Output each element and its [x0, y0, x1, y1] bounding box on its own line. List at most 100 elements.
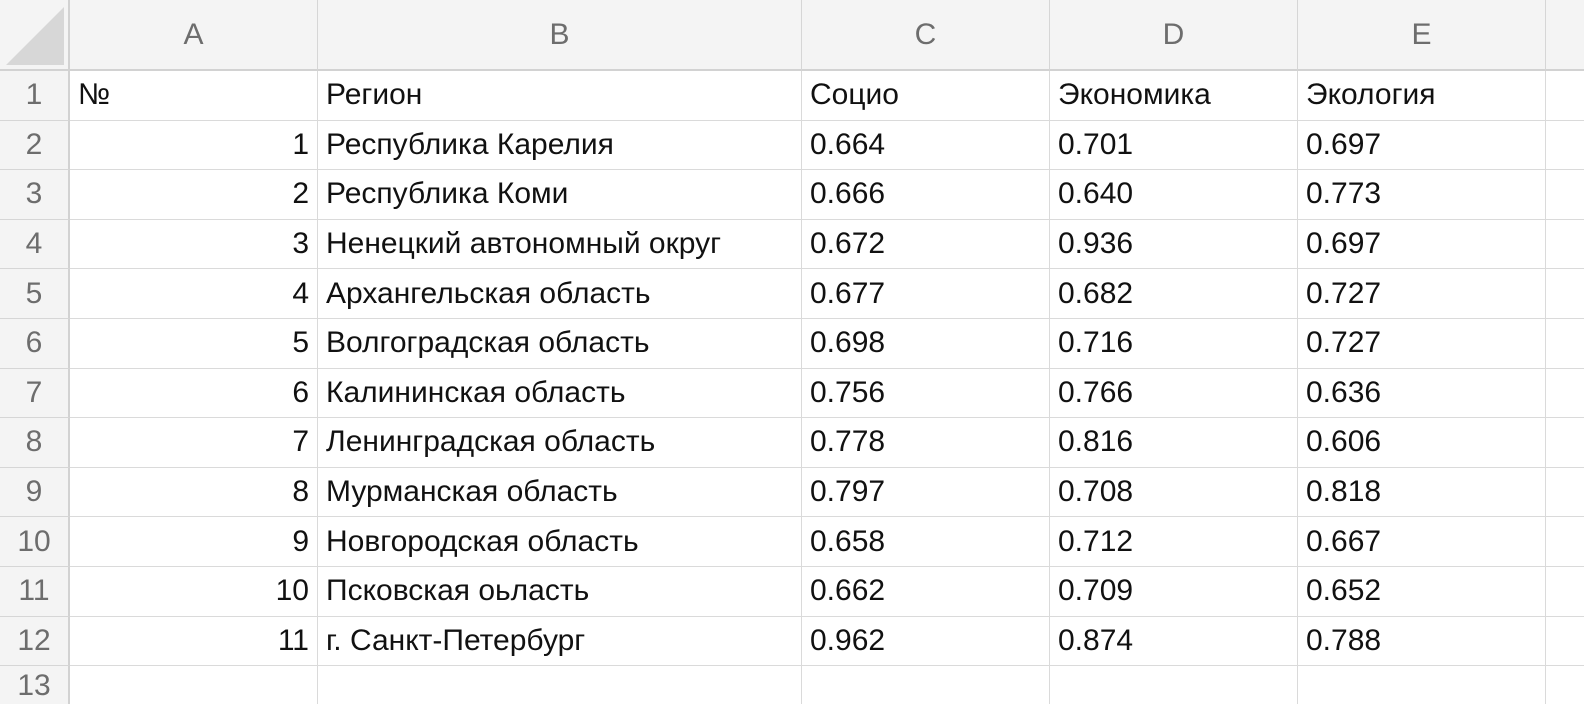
cell-c7[interactable]: 0.756: [802, 368, 1050, 419]
row-header-6[interactable]: 6: [0, 318, 70, 369]
cell-d11[interactable]: 0.709: [1050, 566, 1298, 617]
cell-a10[interactable]: 9: [70, 517, 318, 567]
cell-d13[interactable]: [1050, 666, 1298, 704]
row-header-9[interactable]: 9: [0, 467, 70, 518]
cell-c4[interactable]: 0.672: [802, 219, 1050, 270]
cell-f3[interactable]: [1546, 170, 1584, 220]
cell-d4[interactable]: 0.936: [1050, 219, 1298, 270]
column-header-a[interactable]: A: [70, 0, 318, 71]
row-header-10[interactable]: 10: [0, 517, 70, 567]
cell-b12[interactable]: г. Санкт-Петербург: [318, 616, 802, 667]
row-header-3[interactable]: 3: [0, 170, 70, 220]
cell-b2[interactable]: Республика Карелия: [318, 120, 802, 171]
cell-f9[interactable]: [1546, 468, 1584, 518]
cell-a3[interactable]: 2: [70, 170, 318, 220]
cell-f7[interactable]: [1546, 369, 1584, 419]
cell-e8[interactable]: 0.606: [1298, 418, 1546, 468]
cell-c13[interactable]: [802, 666, 1050, 704]
cell-c11[interactable]: 0.662: [802, 566, 1050, 617]
cell-d3[interactable]: 0.640: [1050, 170, 1298, 220]
cell-f2[interactable]: [1546, 121, 1584, 171]
cell-c3[interactable]: 0.666: [802, 170, 1050, 220]
cell-a11[interactable]: 10: [70, 566, 318, 617]
cell-f10[interactable]: [1546, 517, 1584, 567]
cell-b11[interactable]: Псковская оьласть: [318, 566, 802, 617]
cell-e1[interactable]: Экология: [1298, 71, 1546, 121]
cell-e11[interactable]: 0.652: [1298, 566, 1546, 617]
cell-b9[interactable]: Мурманская область: [318, 467, 802, 518]
cell-a7[interactable]: 6: [70, 368, 318, 419]
cell-f4[interactable]: [1546, 220, 1584, 270]
cell-c12[interactable]: 0.962: [802, 616, 1050, 667]
cell-a13[interactable]: [70, 666, 318, 704]
cell-e12[interactable]: 0.788: [1298, 616, 1546, 667]
cell-d5[interactable]: 0.682: [1050, 269, 1298, 319]
cell-b10[interactable]: Новгородская область: [318, 517, 802, 567]
row-header-5[interactable]: 5: [0, 269, 70, 319]
cell-a4[interactable]: 3: [70, 219, 318, 270]
cell-b4[interactable]: Ненецкий автономный округ: [318, 219, 802, 270]
cell-e5[interactable]: 0.727: [1298, 269, 1546, 319]
select-all-triangle-icon: [6, 7, 64, 65]
row-header-7[interactable]: 7: [0, 368, 70, 419]
row-header-2[interactable]: 2: [0, 120, 70, 171]
cell-b13[interactable]: [318, 666, 802, 704]
cell-e2[interactable]: 0.697: [1298, 120, 1546, 171]
row-header-4[interactable]: 4: [0, 219, 70, 270]
row-header-1[interactable]: 1: [0, 71, 70, 121]
cell-a9[interactable]: 8: [70, 467, 318, 518]
cell-b7[interactable]: Калининская область: [318, 368, 802, 419]
cell-c5[interactable]: 0.677: [802, 269, 1050, 319]
cell-f11[interactable]: [1546, 567, 1584, 617]
cell-d7[interactable]: 0.766: [1050, 368, 1298, 419]
cell-f12[interactable]: [1546, 617, 1584, 667]
cell-a8[interactable]: 7: [70, 418, 318, 468]
cell-f6[interactable]: [1546, 319, 1584, 369]
cell-f8[interactable]: [1546, 418, 1584, 468]
cell-c9[interactable]: 0.797: [802, 467, 1050, 518]
cell-f13[interactable]: [1546, 666, 1584, 704]
column-header-b[interactable]: B: [318, 0, 802, 71]
cell-c8[interactable]: 0.778: [802, 418, 1050, 468]
cell-c6[interactable]: 0.698: [802, 318, 1050, 369]
row-header-12[interactable]: 12: [0, 616, 70, 667]
select-all-corner[interactable]: [0, 0, 70, 71]
cell-a12[interactable]: 11: [70, 616, 318, 667]
cell-b5[interactable]: Архангельская область: [318, 269, 802, 319]
cell-e13[interactable]: [1298, 666, 1546, 704]
cell-c2[interactable]: 0.664: [802, 120, 1050, 171]
cell-d1[interactable]: Экономика: [1050, 71, 1298, 121]
column-header-e[interactable]: E: [1298, 0, 1546, 71]
cell-f5[interactable]: [1546, 269, 1584, 319]
cell-d9[interactable]: 0.708: [1050, 467, 1298, 518]
cell-d2[interactable]: 0.701: [1050, 120, 1298, 171]
cell-a2[interactable]: 1: [70, 120, 318, 171]
cell-c1[interactable]: Социо: [802, 71, 1050, 121]
column-header-c[interactable]: C: [802, 0, 1050, 71]
row-header-11[interactable]: 11: [0, 566, 70, 617]
cell-e3[interactable]: 0.773: [1298, 170, 1546, 220]
cell-d8[interactable]: 0.816: [1050, 418, 1298, 468]
cell-b8[interactable]: Ленинградская область: [318, 418, 802, 468]
cell-d6[interactable]: 0.716: [1050, 318, 1298, 369]
cell-c10[interactable]: 0.658: [802, 517, 1050, 567]
column-header-d[interactable]: D: [1050, 0, 1298, 71]
cell-a1[interactable]: №: [70, 71, 318, 121]
cell-a6[interactable]: 5: [70, 318, 318, 369]
cell-f1[interactable]: [1546, 71, 1584, 121]
cell-b3[interactable]: Республика Коми: [318, 170, 802, 220]
cell-e4[interactable]: 0.697: [1298, 219, 1546, 270]
cell-e7[interactable]: 0.636: [1298, 368, 1546, 419]
cell-e10[interactable]: 0.667: [1298, 517, 1546, 567]
cell-e9[interactable]: 0.818: [1298, 467, 1546, 518]
cell-e6[interactable]: 0.727: [1298, 318, 1546, 369]
row-header-13[interactable]: 13: [0, 666, 70, 704]
cell-d12[interactable]: 0.874: [1050, 616, 1298, 667]
cell-b1[interactable]: Регион: [318, 71, 802, 121]
row-header-8[interactable]: 8: [0, 418, 70, 468]
cell-a5[interactable]: 4: [70, 269, 318, 319]
cell-d10[interactable]: 0.712: [1050, 517, 1298, 567]
cell-b6[interactable]: Волгоградская область: [318, 318, 802, 369]
